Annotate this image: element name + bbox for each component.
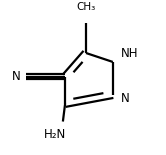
Text: N: N — [121, 92, 130, 105]
Text: CH₃: CH₃ — [76, 2, 96, 12]
Text: NH: NH — [121, 47, 138, 60]
Text: H₂N: H₂N — [44, 128, 67, 141]
Text: N: N — [12, 70, 21, 83]
